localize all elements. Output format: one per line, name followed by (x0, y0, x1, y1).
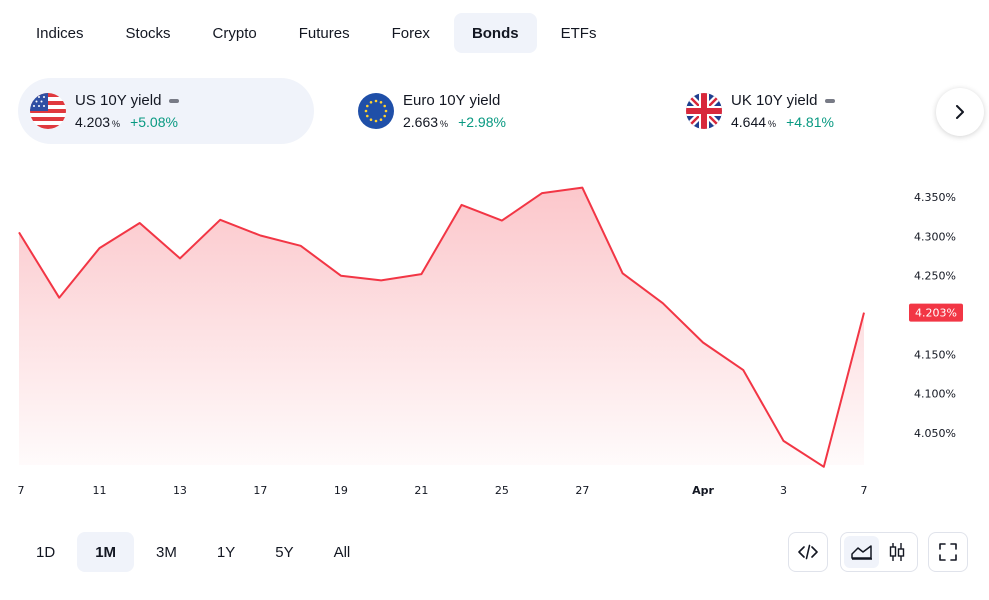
tab-forex[interactable]: Forex (391, 24, 430, 42)
last-price-label: 4.203% (915, 307, 957, 320)
tab-futures[interactable]: Futures (298, 24, 350, 42)
card-change: +5.08% (130, 114, 178, 130)
card-unit: % (112, 119, 121, 129)
x-tick-label: Apr (692, 484, 714, 497)
tab-etfs[interactable]: ETFs (560, 24, 597, 42)
card-unit: % (768, 119, 777, 129)
area-fill (19, 187, 864, 467)
card-uk-10y[interactable]: UK 10Y yield 4.644 % +4.81% (674, 78, 836, 144)
y-tick-label: 4.150% (914, 348, 956, 361)
x-tick-label: 7 (18, 484, 25, 497)
embed-button[interactable] (788, 532, 828, 572)
yield-chart[interactable]: 4.350% 4.300% 4.250% 4.150% 4.100% 4.050% 7 11… (0, 150, 989, 510)
x-tick-label: 27 (575, 484, 589, 497)
status-dash-icon (169, 98, 180, 103)
uk-flag-icon (686, 93, 722, 129)
candles-icon (889, 543, 904, 561)
candles-style-button[interactable] (879, 536, 914, 568)
x-tick-label: 11 (92, 484, 106, 497)
card-unit: % (440, 119, 449, 129)
y-tick-label: 4.350% (914, 191, 956, 204)
card-name: US 10Y yield (75, 92, 162, 109)
series-line (18, 186, 865, 468)
card-name: UK 10Y yield (731, 92, 818, 109)
last-price-badge: 4.203% (909, 303, 963, 322)
x-tick-label: 7 (861, 484, 868, 497)
fullscreen-button[interactable] (928, 532, 968, 572)
x-tick-label: 21 (414, 484, 428, 497)
tab-crypto[interactable]: Crypto (212, 24, 257, 42)
us-flag-icon (30, 93, 66, 129)
tab-indices[interactable]: Indices (36, 24, 84, 42)
tab-stocks[interactable]: Stocks (125, 24, 171, 42)
x-tick-label: 13 (173, 484, 187, 497)
next-cards-button[interactable] (936, 88, 984, 136)
x-tick-label: 17 (253, 484, 267, 497)
tab-bonds[interactable]: Bonds (453, 13, 537, 53)
range-1y[interactable]: 1Y (216, 543, 236, 561)
code-icon (798, 544, 818, 560)
card-change: +4.81% (786, 114, 834, 130)
card-change: +2.98% (458, 114, 506, 130)
range-5y[interactable]: 5Y (275, 543, 294, 561)
y-tick-label: 4.100% (914, 388, 956, 401)
range-1d[interactable]: 1D (36, 543, 56, 561)
y-tick-label: 4.250% (914, 270, 956, 283)
y-tick-label: 4.050% (914, 427, 956, 440)
eu-flag-icon (358, 93, 394, 129)
card-name: Euro 10Y yield (403, 92, 501, 109)
range-3m[interactable]: 3M (156, 543, 177, 561)
card-value: 4.203 (75, 114, 111, 130)
x-tick-label: 3 (780, 484, 787, 497)
range-all[interactable]: All (333, 543, 351, 561)
fullscreen-icon (939, 543, 957, 561)
area-style-button[interactable] (844, 536, 879, 568)
card-value: 4.644 (731, 114, 767, 130)
y-tick-label: 4.300% (914, 230, 956, 243)
card-us-10y[interactable]: US 10Y yield 4.203 % +5.08% (18, 78, 314, 144)
x-tick-label: 25 (495, 484, 509, 497)
range-selector: 1D 1M 3M 1Y 5Y All (18, 532, 368, 572)
card-value: 2.663 (403, 114, 439, 130)
card-euro-10y[interactable]: Euro 10Y yield 2.663 % +2.98% (346, 78, 506, 144)
area-chart-icon (850, 545, 872, 560)
chart-style-toggle (840, 532, 918, 572)
category-tabs: Indices Stocks Crypto Futures Forex Bond… (18, 13, 614, 53)
symbol-cards: US 10Y yield 4.203 % +5.08% Euro 10Y yie… (18, 78, 928, 144)
chevron-right-icon (956, 105, 964, 119)
status-dash-icon (825, 98, 836, 103)
x-tick-label: 19 (334, 484, 348, 497)
range-1m[interactable]: 1M (77, 532, 135, 572)
